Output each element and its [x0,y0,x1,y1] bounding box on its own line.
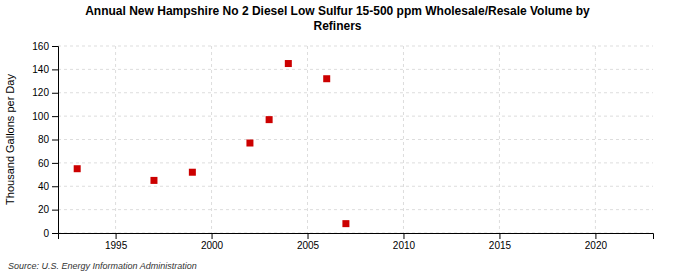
chart: 1995 2000 2005 2010 2015 2020 0 20 40 60 80 100 120 1… [0,0,675,275]
y-axis-tick-label: 0 [43,228,49,239]
y-axis-tick-mark [52,163,58,164]
y-axis-tick-label: 40 [38,181,50,192]
point [150,177,157,184]
x-axis-tick-label: 1995 [105,240,128,251]
x-axis-tick-label: 2020 [585,240,608,251]
y-axis-tick: 120 [32,87,58,98]
y-axis-tick: 0 [43,228,58,239]
x-axis-tick-label: 2000 [201,240,224,251]
points [74,60,350,227]
x-axis: 1995 2000 2005 2010 2015 2020 [59,233,654,251]
point [323,75,330,82]
x-axis-tick-mark [308,233,309,239]
y-axis-tick: 20 [38,204,58,215]
grid [58,46,653,233]
y-axis-tick-mark [52,93,58,94]
x-axis-line [59,234,654,240]
y-axis-tick-label: 80 [38,134,50,145]
x-axis-tick: 1995 [105,233,128,251]
grid-line-y [58,209,653,210]
grid-line-y [58,116,653,117]
x-axis-tick: 2015 [489,233,512,251]
y-axis-tick-label: 60 [38,158,50,169]
x-axis-tick-label: 2010 [393,240,416,251]
y-axis: 0 20 40 60 80 100 120 140 160 [32,41,58,239]
y-axis-tick-mark [52,140,58,141]
x-axis-tick-mark [212,233,213,239]
grid-line-y [58,139,653,140]
y-axis-tick-mark [52,210,58,211]
y-axis-tick-label: 20 [38,204,50,215]
y-axis-tick: 60 [38,158,58,169]
grid-line-x [211,46,212,233]
point [342,220,349,227]
x-axis-tick-mark [499,233,500,239]
y-axis-tick-mark [52,46,58,47]
point [246,140,253,147]
grid-line-x [307,46,308,233]
grid-line-y [58,162,653,163]
grid-line-y [58,92,653,93]
y-axis-tick-mark [52,233,58,234]
x-axis-tick: 2020 [585,233,608,251]
x-axis-tick-mark [403,233,404,239]
y-axis-tick: 100 [32,111,58,122]
y-axis-line [52,47,59,234]
grid-line-x [595,46,596,233]
title: Annual New Hampshire No 2 Diesel Low Sul… [85,4,590,33]
plot-area: 1995 2000 2005 2010 2015 2020 0 20 40 60 80 100 120 1… [32,41,653,251]
x-axis-tick-mark [595,233,596,239]
grid-line-x [499,46,500,233]
y-axis-tick-label: 140 [32,64,49,75]
y-axis-tick-label: 100 [32,111,49,122]
y-axis-tick: 140 [32,64,58,75]
point [285,60,292,67]
point [74,165,81,172]
x-axis-tick-mark [116,233,117,239]
grid-line-y [58,186,653,187]
x-axis-tick-label: 2005 [297,240,320,251]
grid-line-y [58,46,653,47]
annotation: Source: U.S. Energy Information Administ… [8,261,197,271]
x-axis-tick-label: 2015 [489,240,512,251]
grid-line-y [58,69,653,70]
y-axis-tick-mark [52,186,58,187]
x-axis-tick: 2005 [297,233,320,251]
grid-line-x [115,46,116,233]
y-axis-tick: 80 [38,134,58,145]
point [189,169,196,176]
y-axis-tick-mark [52,69,58,70]
y-axis-tick-label: 160 [32,41,49,52]
y-axis-tick: 160 [32,41,58,52]
x-axis-tick: 2010 [393,233,416,251]
grid-line-x [403,46,404,233]
y-axis-tick: 40 [38,181,58,192]
y-axis-title: Thousand Gallons per Day [4,74,16,205]
y-axis-tick-label: 120 [32,87,49,98]
y-axis-tick-mark [52,116,58,117]
x-axis-tick: 2000 [201,233,224,251]
point [266,116,273,123]
